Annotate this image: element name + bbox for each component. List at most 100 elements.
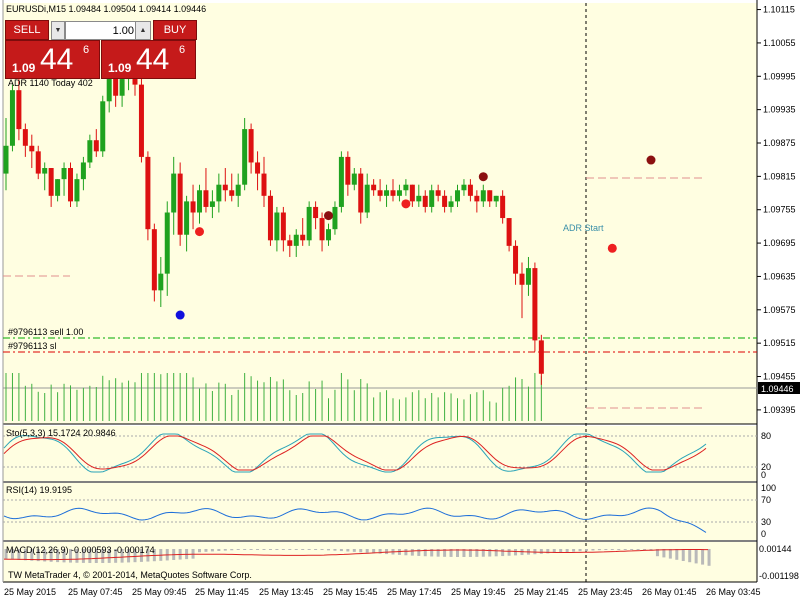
candle-body (255, 162, 261, 174)
candle-body (9, 90, 15, 146)
macd-bar (88, 549, 92, 563)
macd-bar (443, 549, 447, 557)
macd-bar (385, 549, 389, 555)
macd-bar (230, 549, 234, 551)
buy-price-box[interactable]: 1.09 44 6 (101, 40, 196, 79)
lot-size-input[interactable] (65, 21, 139, 40)
time-label: 25 May 07:45 (68, 587, 123, 597)
macd-bar (30, 549, 34, 561)
macd-bar (449, 549, 453, 557)
candle-body (184, 201, 190, 235)
sto-label: Sto(5,3,3) 15.1724 20.9846 (6, 428, 116, 438)
macd-bar (610, 549, 614, 550)
candle-body (203, 190, 209, 207)
macd-bar (101, 549, 105, 563)
macd-bar (662, 549, 666, 558)
candle-body (493, 195, 499, 202)
candle-body (61, 168, 67, 180)
candle-body (390, 190, 396, 196)
sell-price-small: 1.09 (12, 61, 36, 75)
fractal-low-marker (607, 243, 617, 253)
candle-body (435, 190, 441, 196)
macd-bar (372, 549, 376, 554)
time-label: 25 May 19:45 (451, 587, 506, 597)
order-sl-label: #9796113 sl (8, 341, 56, 351)
macd-bar (307, 549, 311, 550)
macd-bar (617, 549, 621, 550)
fractal-high-marker (324, 211, 333, 221)
adr-info: ADR 1140 Today 402 (8, 78, 93, 88)
candle-body (35, 151, 41, 174)
candle-body (467, 184, 473, 196)
rsi-axis-0: 0 (761, 529, 766, 539)
price-tick-label: 1.09935 (763, 105, 796, 115)
candle-body (48, 168, 54, 196)
price-tick-label: 1.09635 (763, 271, 796, 281)
candle-body (461, 184, 467, 191)
candle-body (106, 73, 112, 102)
sto-signal-line (3, 435, 707, 471)
macd-bar (10, 549, 14, 560)
candle-body (519, 273, 525, 285)
macd-bar (352, 549, 356, 552)
candle-body (100, 101, 106, 152)
candle-body (532, 268, 538, 341)
time-label: 25 May 17:45 (387, 587, 442, 597)
price-tick-label: 1.09515 (763, 338, 796, 348)
macd-bar (507, 549, 511, 556)
macd-bar (488, 549, 492, 557)
lot-decrease-button[interactable]: ▼ (51, 21, 65, 40)
candle-body (222, 184, 228, 191)
sell-price-box[interactable]: 1.09 44 6 (5, 40, 100, 79)
macd-bar (649, 549, 653, 550)
candle-body (197, 190, 202, 213)
candle-body (525, 268, 531, 285)
sto-panel-bg (3, 426, 757, 481)
sto-axis-0: 0 (761, 470, 766, 480)
macd-bar (275, 549, 279, 550)
time-label: 25 May 13:45 (259, 587, 314, 597)
candle-body (190, 201, 196, 213)
macd-bar (404, 549, 408, 556)
macd-axis-bottom: -0.001198 (759, 571, 799, 581)
price-tick-label: 1.09395 (763, 405, 796, 415)
buy-button[interactable]: BUY (153, 20, 197, 40)
macd-bar (217, 549, 221, 551)
sell-button[interactable]: SELL (5, 20, 49, 40)
macd-bar (23, 549, 27, 561)
rsi-panel-bg (3, 483, 757, 540)
candle-body (538, 340, 544, 374)
candle-body (500, 195, 506, 219)
candle-body (261, 173, 267, 196)
macd-bar (655, 549, 659, 557)
candle-body (16, 90, 22, 130)
candle-body (293, 234, 299, 246)
macd-bar (694, 549, 698, 564)
macd-bar (69, 549, 72, 563)
buy-price-sup: 6 (179, 44, 186, 56)
candle-body (164, 212, 170, 274)
price-tick-label: 1.10115 (763, 5, 795, 15)
candle-body (267, 195, 273, 241)
candle-body (306, 206, 312, 241)
candle-body (80, 162, 86, 180)
macd-bar (623, 549, 627, 550)
macd-bar (281, 549, 285, 550)
macd-bar (430, 549, 434, 557)
macd-bar (436, 549, 440, 557)
candle-body (74, 179, 80, 202)
candle-body (371, 184, 377, 191)
macd-bar (701, 549, 705, 565)
candle-body (145, 156, 151, 230)
candle-body (274, 212, 280, 241)
lot-increase-button[interactable]: ▲ (135, 21, 151, 40)
order-sell-label: #9796113 sell 1.00 (8, 327, 83, 337)
macd-bar (223, 549, 227, 551)
macd-signal-line (3, 549, 708, 561)
macd-bar (481, 549, 485, 557)
candle-body (358, 173, 364, 213)
macd-bar (268, 549, 272, 550)
macd-bar (75, 549, 79, 563)
candle-body (403, 184, 409, 191)
